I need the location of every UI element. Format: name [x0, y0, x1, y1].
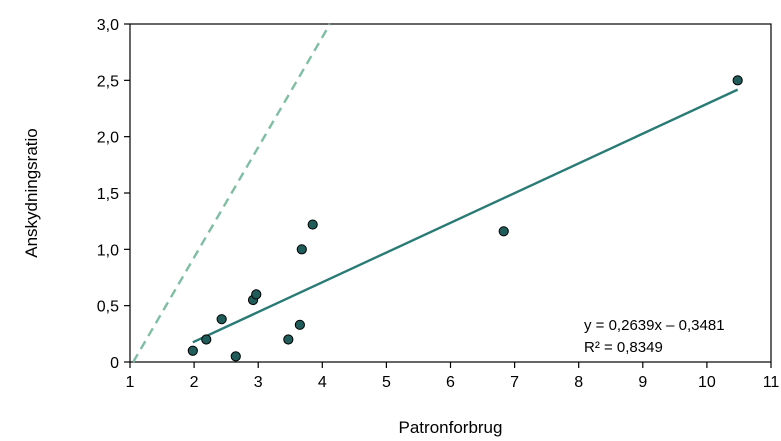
x-tick-label: 7 [510, 374, 519, 391]
y-tick-label: 1,5 [97, 186, 119, 203]
data-point [307, 219, 318, 230]
x-axis: 1 2 3 4 5 6 7 8 9 10 11 [126, 362, 780, 391]
x-tick-label: 2 [190, 374, 199, 391]
trendline-equation: y = 0,2639x – 0,3481 [584, 317, 725, 334]
data-point [732, 75, 743, 86]
x-tick-label: 4 [318, 374, 327, 391]
y-tick-label: 3,0 [97, 17, 119, 34]
x-tick-label: 3 [254, 374, 263, 391]
plot-area [129, 23, 772, 363]
x-tick-label: 6 [446, 374, 455, 391]
y-tick-label: 1,0 [97, 242, 119, 259]
trendline-group [192, 88, 739, 344]
y-tick-label: 2,0 [97, 130, 119, 147]
data-point [498, 226, 509, 237]
x-tick-label: 1 [126, 374, 135, 391]
y-axis-title: Anskydningsratio [22, 128, 41, 257]
x-tick-label: 11 [763, 374, 780, 391]
reference-line-group [132, 23, 332, 363]
data-point [187, 345, 198, 356]
data-point [230, 351, 241, 362]
reference-line [132, 23, 332, 363]
trendline [192, 88, 739, 344]
y-tick-label: 0,5 [97, 299, 119, 316]
data-point [251, 289, 262, 300]
x-tick-label: 10 [698, 374, 716, 391]
y-tick-label: 0 [110, 355, 119, 372]
data-point [216, 314, 227, 325]
data-point [296, 244, 307, 255]
y-axis: 0 0,5 1,0 1,5 2,0 2,5 3,0 [97, 17, 130, 372]
x-tick-label: 8 [574, 374, 583, 391]
y-tick-label: 2,5 [97, 73, 119, 90]
data-point [294, 319, 305, 330]
r-squared-label: R² = 0,8349 [584, 339, 663, 356]
x-tick-label: 5 [382, 374, 391, 391]
data-point [201, 334, 212, 345]
data-point [283, 334, 294, 345]
x-axis-title: Patronforbrug [399, 418, 503, 437]
data-points [187, 75, 743, 362]
x-tick-label: 9 [638, 374, 647, 391]
plot-frame [129, 23, 772, 363]
